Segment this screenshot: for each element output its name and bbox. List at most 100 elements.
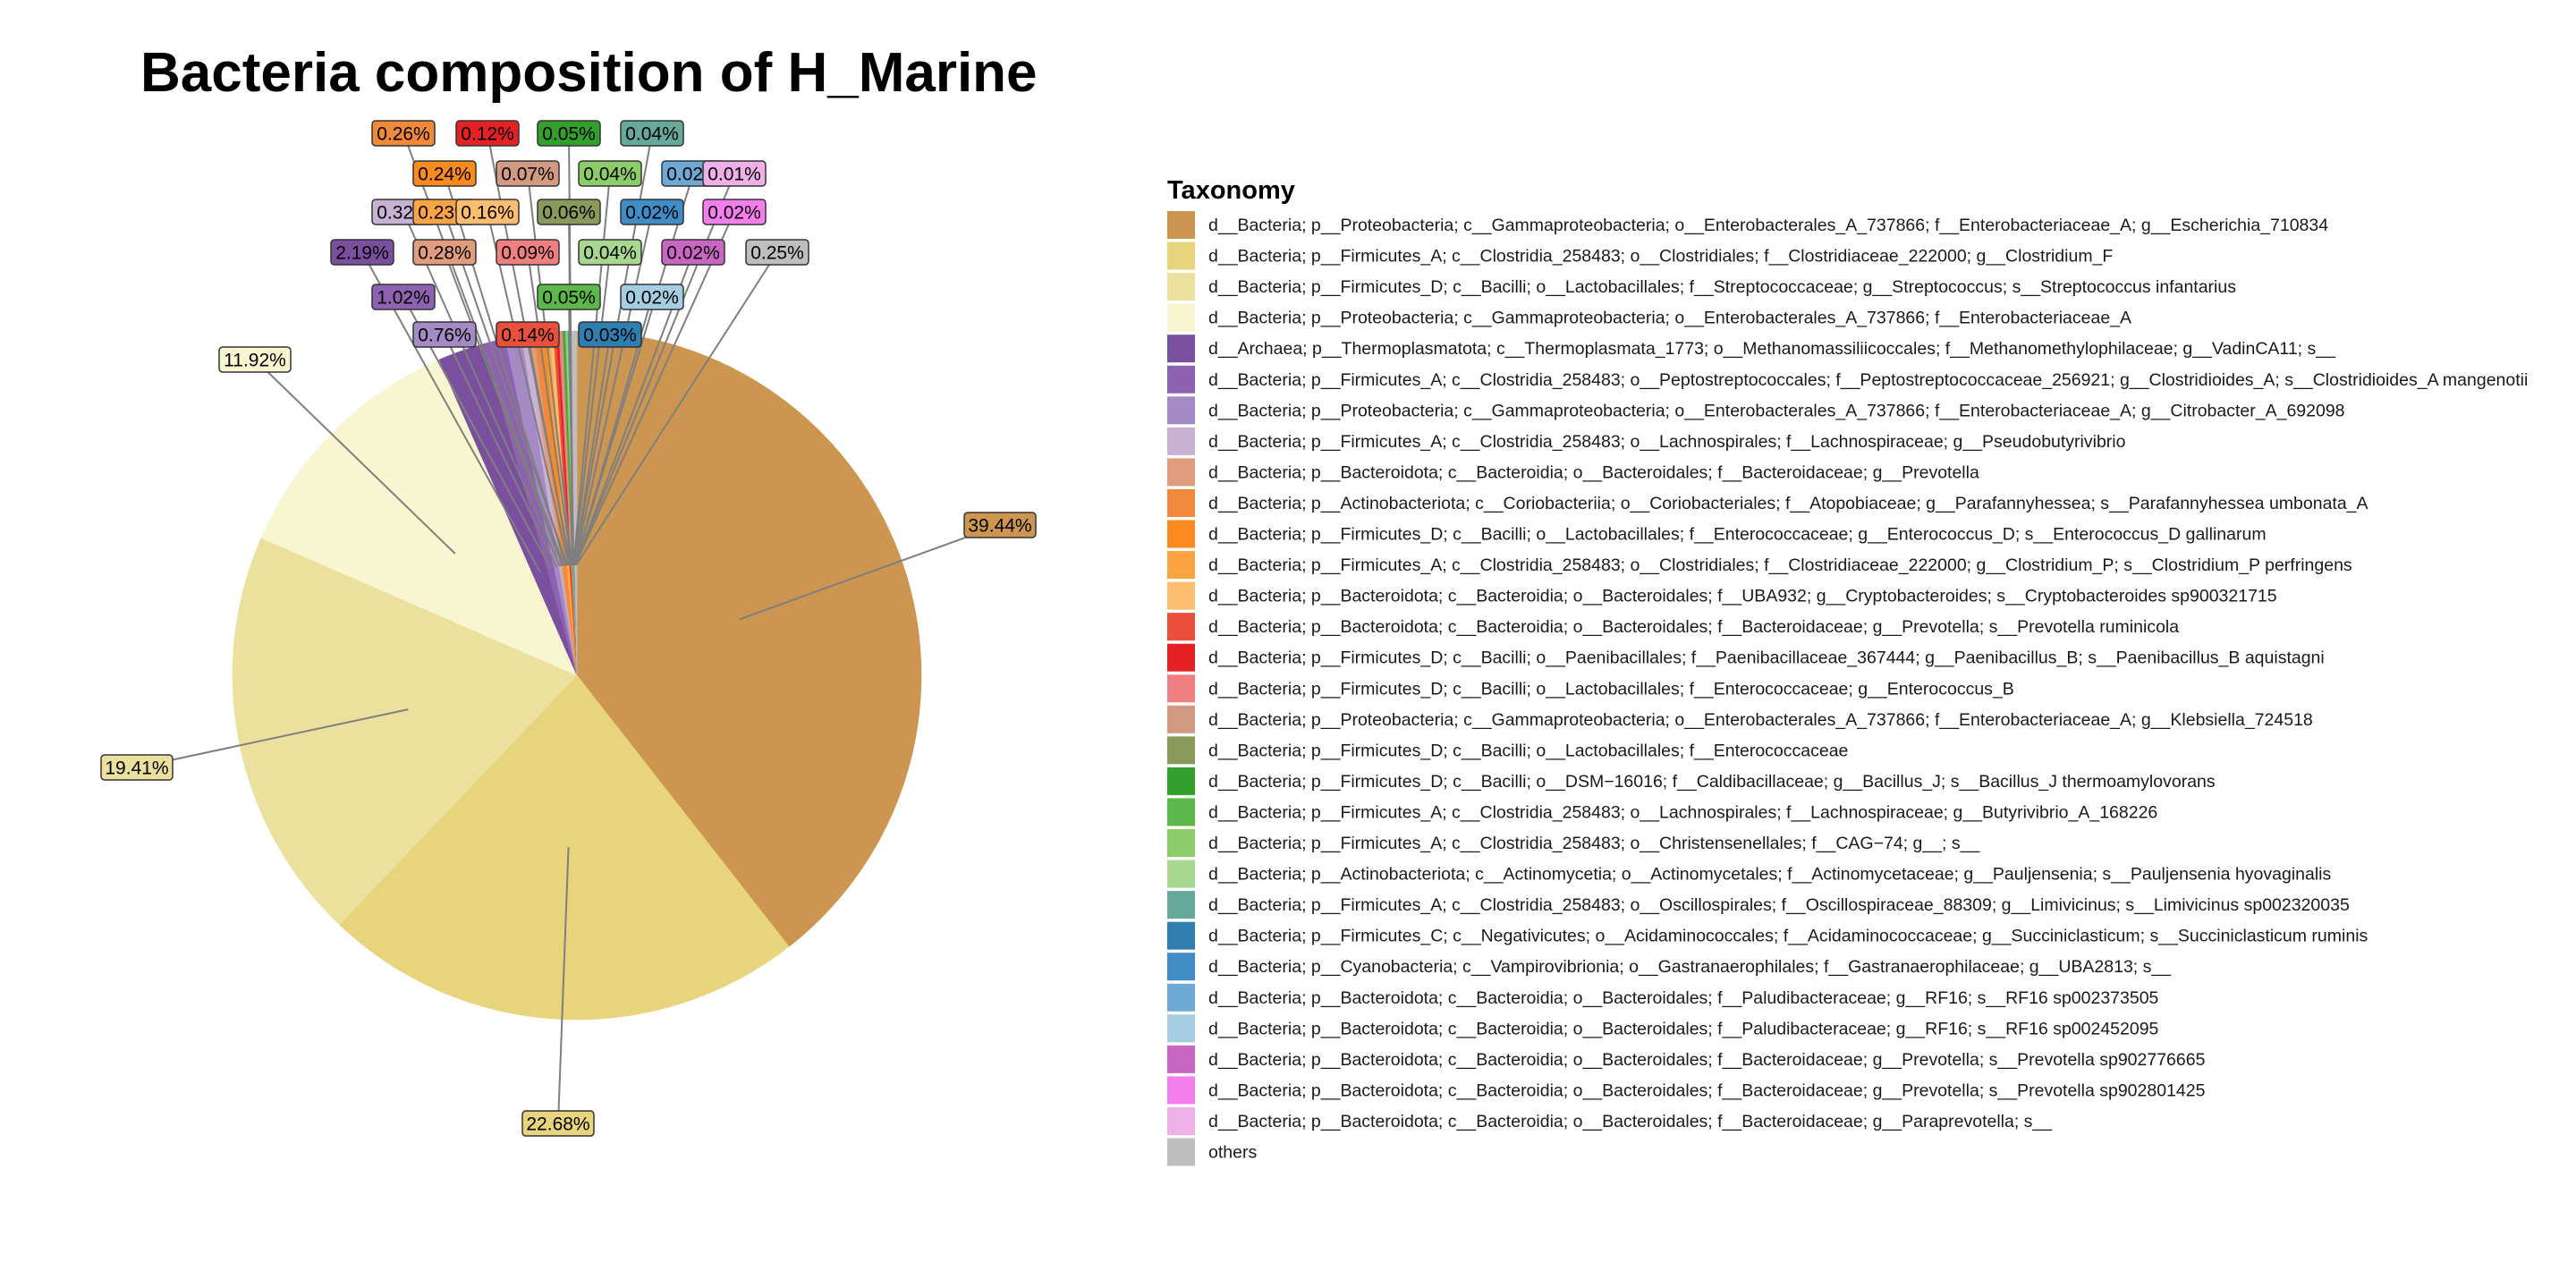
legend-swatch <box>1167 396 1195 425</box>
slice-label: 1.02% <box>371 284 436 310</box>
legend-label: d__Bacteria; p__Proteobacteria; c__Gamma… <box>1208 309 2131 328</box>
slice-label: 0.12% <box>455 120 520 147</box>
legend-item: d__Bacteria; p__Firmicutes_A; c__Clostri… <box>1167 365 2528 394</box>
legend-item: d__Bacteria; p__Firmicutes_A; c__Clostri… <box>1167 798 2157 826</box>
slice-label: 0.76% <box>412 321 477 348</box>
slice-label: 2.19% <box>330 239 394 266</box>
legend-swatch <box>1167 891 1195 919</box>
slice-label-box <box>218 346 292 373</box>
legend-item: d__Bacteria; p__Firmicutes_A; c__Clostri… <box>1167 427 2126 455</box>
legend-label: d__Bacteria; p__Firmicutes_A; c__Clostri… <box>1208 432 2126 452</box>
slice-label-box <box>412 160 477 187</box>
legend-label: d__Bacteria; p__Bacteroidota; c__Bactero… <box>1208 462 1979 482</box>
legend-item: d__Bacteria; p__Firmicutes_D; c__Bacilli… <box>1167 643 2325 672</box>
legend-title: Taxonomy <box>1167 176 1295 205</box>
legend-item: d__Bacteria; p__Bacteroidota; c__Bactero… <box>1167 1106 2053 1135</box>
legend-swatch <box>1167 1076 1195 1105</box>
legend-item: d__Bacteria; p__Bacteroidota; c__Bactero… <box>1167 1045 2206 1073</box>
legend-swatch <box>1167 705 1195 733</box>
slice-label: 0.04% <box>578 160 642 187</box>
legend-item: d__Bacteria; p__Bacteroidota; c__Bactero… <box>1167 581 2277 610</box>
slice-label-text: 0.16% <box>461 203 514 224</box>
slice-label-text: 11.92% <box>224 351 286 371</box>
slice-label-box <box>661 239 725 266</box>
slice-label: 0.02% <box>661 239 725 266</box>
legend-swatch <box>1167 242 1195 270</box>
legend-item: d__Bacteria; p__Proteobacteria; c__Gamma… <box>1167 211 2328 239</box>
legend-label: d__Bacteria; p__Firmicutes_A; c__Clostri… <box>1208 555 2352 575</box>
legend-item: d__Bacteria; p__Firmicutes_A; c__Clostri… <box>1167 829 1980 857</box>
label-leader-line <box>527 173 573 566</box>
legend-label: others <box>1208 1143 1257 1163</box>
chart-title: Bacteria composition of H_Marine <box>140 42 1038 104</box>
slice-label-text: 0.26% <box>377 124 430 145</box>
legend-swatch <box>1167 860 1195 888</box>
legend-label: d__Bacteria; p__Firmicutes_D; c__Bacilli… <box>1208 679 2014 699</box>
legend-swatch <box>1167 643 1195 672</box>
label-leader-line <box>136 708 409 768</box>
slice-label-text: 0.25% <box>750 243 804 264</box>
legend-swatch <box>1167 551 1195 580</box>
legend-label: d__Bacteria; p__Bacteroidota; c__Bactero… <box>1208 1080 2206 1100</box>
slice-label-box <box>496 321 560 348</box>
slice-label-box <box>702 160 767 187</box>
slice-label-text: 22.68% <box>526 1114 589 1135</box>
legend-label: d__Bacteria; p__Firmicutes_D; c__Bacilli… <box>1208 741 1848 760</box>
slice-label: 0.16% <box>455 199 520 225</box>
legend-swatch <box>1167 953 1195 981</box>
label-leader-line <box>444 334 558 568</box>
legend-swatch <box>1167 1014 1195 1043</box>
slice-label: 0.24% <box>412 160 477 187</box>
legend-swatch <box>1167 736 1195 765</box>
label-leader-line <box>254 359 456 555</box>
label-leaders <box>136 132 1001 1124</box>
slice-label-text: 0.06% <box>542 203 596 224</box>
legend-swatch <box>1167 829 1195 857</box>
legend-item: d__Bacteria; p__Bacteroidota; c__Bactero… <box>1167 1076 2206 1105</box>
slice-label: 0.02% <box>620 199 684 225</box>
slice-label-box <box>620 199 684 225</box>
slice-label-text: 0.01% <box>708 165 761 185</box>
legend-label: d__Bacteria; p__Firmicutes_D; c__Bacilli… <box>1208 277 2236 297</box>
slice-label-text: 0.02% <box>625 203 679 224</box>
slice-label: 19.41% <box>100 754 174 781</box>
legend-swatch <box>1167 303 1195 332</box>
slice-label-box <box>455 120 520 147</box>
legend-label: d__Bacteria; p__Cyanobacteria; c__Vampir… <box>1208 957 2172 977</box>
slice-label: 0.07% <box>496 160 560 187</box>
slice-label-box <box>702 199 767 225</box>
legend-swatch <box>1167 1045 1195 1073</box>
label-leader-line <box>573 334 611 565</box>
legend-swatch <box>1167 458 1195 487</box>
legend-swatch <box>1167 520 1195 548</box>
legend: Taxonomy d__Bacteria; p__Proteobacteria;… <box>1167 176 2528 1166</box>
legend-item: d__Bacteria; p__Firmicutes_D; c__Bacilli… <box>1167 520 2267 548</box>
legend-item: d__Bacteria; p__Cyanobacteria; c__Vampir… <box>1167 953 2172 981</box>
slice-label-text: 0.14% <box>501 326 555 346</box>
slice-label-box <box>496 239 560 266</box>
legend-label: d__Bacteria; p__Proteobacteria; c__Gamma… <box>1208 710 2313 730</box>
legend-label: d__Bacteria; p__Firmicutes_A; c__Clostri… <box>1208 247 2113 267</box>
label-leader-line <box>444 211 569 566</box>
legend-item: d__Bacteria; p__Firmicutes_C; c__Negativ… <box>1167 921 2368 950</box>
slice-label: 0.03% <box>578 321 642 348</box>
pie-slice <box>232 538 578 926</box>
slice-label-text: 0.05% <box>542 288 596 309</box>
slice-label-box <box>620 120 684 147</box>
slice-label: 39.44% <box>963 512 1037 538</box>
legend-swatch <box>1167 211 1195 239</box>
slice-label-text: 0.28% <box>418 243 471 264</box>
slice-label: 0.05% <box>537 284 601 310</box>
legend-swatch <box>1167 798 1195 826</box>
slice-label-text: 0.05% <box>542 124 596 145</box>
slice-label-text: 0.02% <box>708 203 761 224</box>
slice-label: 11.92% <box>218 346 292 373</box>
slice-label-text: 0.02% <box>666 243 720 264</box>
legend-label: d__Archaea; p__Thermoplasmatota; c__Ther… <box>1208 339 2336 359</box>
legend-swatch <box>1167 767 1195 795</box>
legend-swatch <box>1167 674 1195 703</box>
legend-label: d__Bacteria; p__Firmicutes_A; c__Clostri… <box>1208 370 2528 390</box>
slice-label-box <box>578 160 642 187</box>
slice-label: 0.02% <box>620 284 684 310</box>
legend-item: d__Bacteria; p__Actinobacteriota; c__Act… <box>1167 860 2332 888</box>
